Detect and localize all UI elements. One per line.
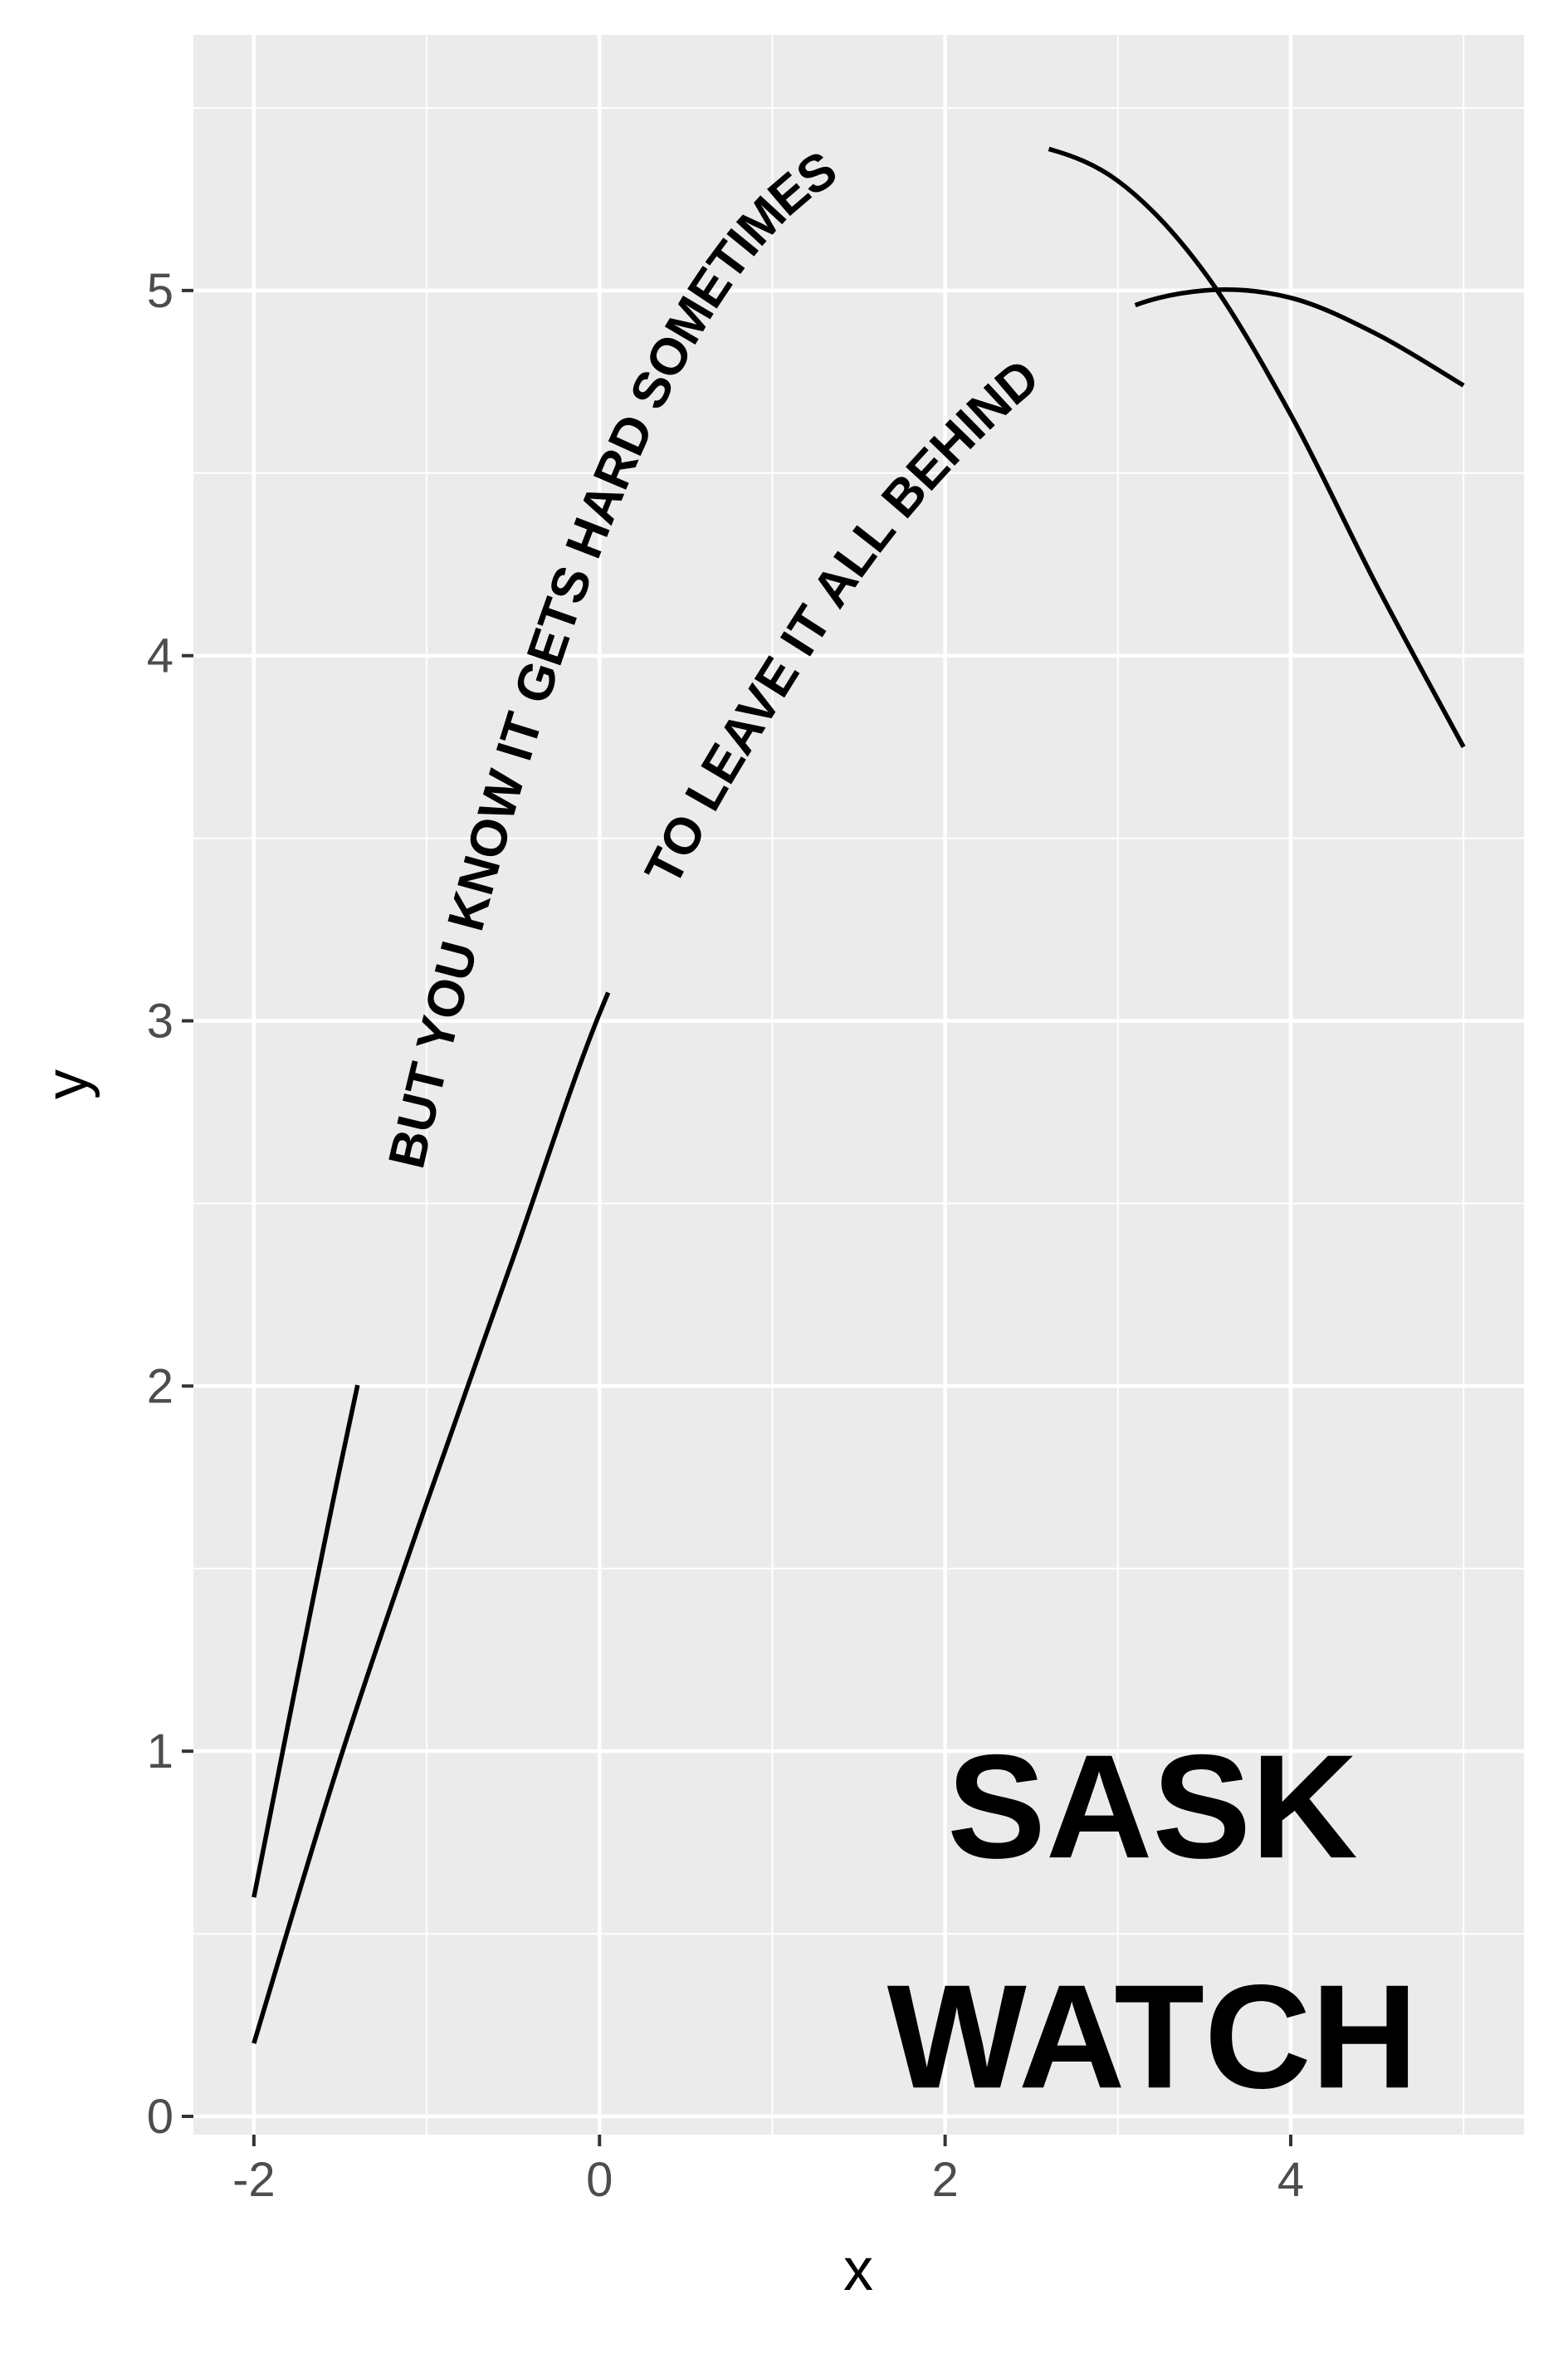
ticks-layer: -2 0 2 4 0 1 2 3 4 5	[147, 264, 1304, 2207]
y-axis-title: y	[34, 1069, 100, 1099]
x-axis-title: x	[843, 2237, 873, 2303]
series-line	[252, 287, 1465, 2044]
y-tick-label: 0	[147, 2090, 173, 2144]
x-tick-label: -2	[232, 2153, 276, 2207]
y-tick-label: 4	[147, 629, 173, 683]
annotation-line-1: SASK	[947, 1724, 1358, 1889]
x-tick-label: 0	[586, 2153, 613, 2207]
x-tick-label: 2	[931, 2153, 958, 2207]
y-tick-label: 3	[147, 995, 173, 1049]
annotation-layer: SASK WATCH	[887, 1724, 1418, 2119]
curves-layer	[252, 134, 1466, 2044]
annotation-line-2: WATCH	[887, 1954, 1418, 2119]
y-tick-label: 1	[147, 1724, 173, 1778]
series-line	[252, 134, 1466, 1898]
x-tick-label: 4	[1277, 2153, 1304, 2207]
y-tick-label: 5	[147, 264, 173, 318]
y-tick-label: 2	[147, 1359, 173, 1413]
grid-layer	[193, 35, 1524, 2135]
plot-panel	[193, 35, 1524, 2135]
